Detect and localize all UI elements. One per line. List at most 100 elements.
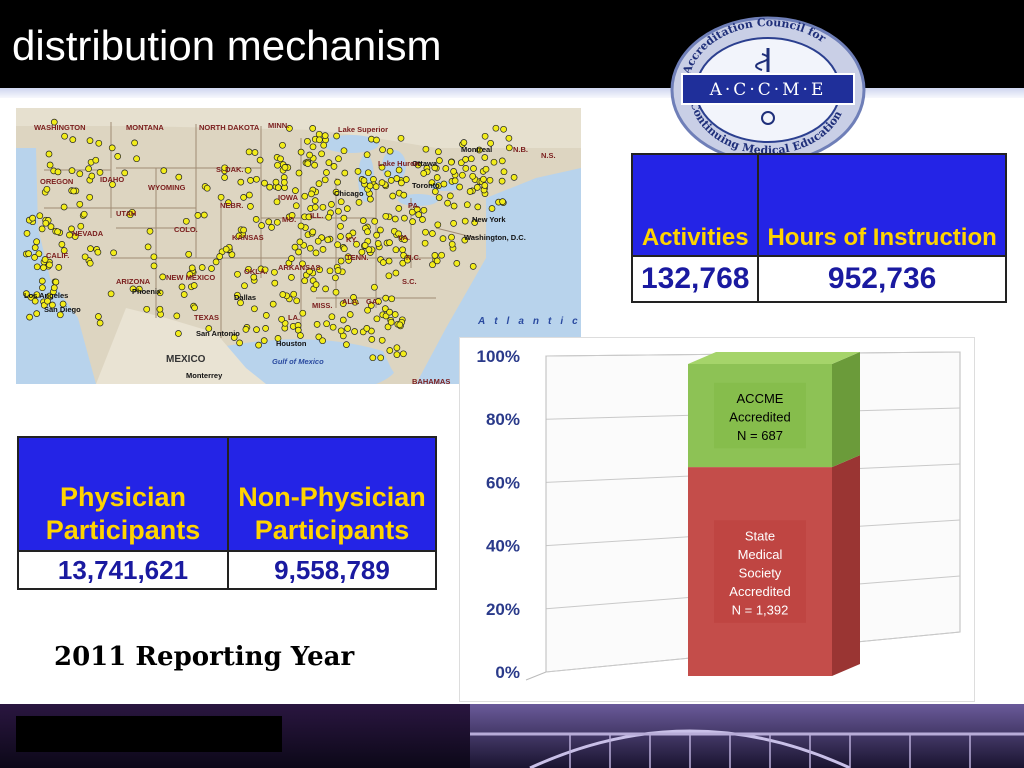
y-tick-label: 60% — [486, 473, 520, 492]
map-label: N.S. — [541, 151, 556, 160]
activity-dot — [241, 282, 248, 290]
activity-dot — [31, 297, 39, 305]
activity-dot — [76, 200, 84, 208]
activity-dot — [230, 334, 238, 341]
activity-dot — [500, 168, 508, 176]
activity-dot — [382, 212, 390, 220]
activity-dot — [400, 191, 408, 199]
activity-dot — [256, 156, 264, 164]
bar-top-face — [688, 352, 860, 364]
bar-data-label: N = 1,392 — [732, 602, 789, 617]
activity-dot — [395, 230, 402, 238]
activity-dot — [33, 238, 40, 246]
title-bar: distribution mechanism — [0, 0, 1024, 98]
activity-dot — [160, 167, 168, 174]
activity-dot — [387, 177, 395, 184]
activity-dot — [333, 132, 340, 140]
activity-dot — [293, 297, 301, 305]
activity-dot — [66, 231, 73, 239]
activity-dot — [86, 259, 94, 267]
activity-dot — [344, 253, 352, 261]
activity-dot — [428, 179, 436, 186]
activity-dot — [269, 300, 277, 308]
activity-dot — [364, 306, 371, 314]
activity-dot — [236, 339, 243, 347]
activity-dot — [440, 180, 448, 188]
map-label: S.C. — [402, 277, 417, 286]
activity-dot — [438, 251, 445, 259]
activity-dot — [237, 178, 245, 186]
activity-dot — [54, 228, 61, 236]
activity-dot — [312, 281, 320, 288]
activity-dot — [59, 300, 67, 308]
activity-dot — [369, 354, 377, 362]
activity-dot — [388, 295, 396, 303]
activity-dot — [434, 221, 442, 229]
activity-dot — [58, 241, 66, 248]
map-label: ALA. — [342, 297, 360, 306]
activity-dot — [60, 247, 68, 254]
activity-dot — [339, 300, 347, 307]
activity-dot — [281, 164, 289, 171]
reporting-year-label: 2011 Reporting Year — [54, 642, 355, 672]
activity-dot — [234, 291, 241, 299]
map-label: TENN. — [346, 253, 369, 262]
activity-dot — [361, 242, 369, 249]
activity-dot — [31, 244, 39, 251]
map-label: Atlantic — [477, 316, 581, 327]
activity-dot — [345, 232, 353, 240]
activity-dot — [377, 354, 385, 362]
activity-dot — [85, 165, 92, 173]
activity-dot — [217, 193, 225, 201]
activity-dot — [274, 335, 282, 342]
activities-header: Activities — [630, 153, 760, 257]
activity-dot — [96, 169, 104, 176]
map-label: COLO. — [174, 225, 198, 234]
activity-dot — [343, 341, 350, 348]
map-label: Washington, D.C. — [464, 233, 526, 242]
activity-dot — [182, 217, 190, 225]
activity-dot — [325, 213, 333, 221]
activity-dot — [296, 238, 304, 246]
activity-dot — [150, 253, 158, 261]
activity-dot — [487, 139, 494, 147]
activity-dot — [306, 244, 314, 252]
activity-dot — [323, 169, 330, 176]
activity-dot — [364, 228, 371, 236]
activity-dot — [320, 141, 328, 149]
map-label: BAHAMAS — [412, 377, 450, 384]
activity-dot — [311, 197, 319, 204]
activity-dot — [459, 171, 466, 179]
activity-dot — [450, 220, 457, 227]
activity-dot — [414, 161, 422, 169]
activity-dot — [371, 283, 378, 291]
activity-dot — [76, 170, 84, 178]
activity-dot — [335, 155, 342, 163]
map-label: New York — [472, 215, 506, 224]
activity-dot — [150, 262, 158, 270]
activity-dot — [340, 245, 348, 253]
activity-dot — [222, 245, 230, 253]
activity-dot — [337, 198, 345, 206]
activity-dot — [260, 337, 268, 344]
activity-dot — [334, 241, 341, 249]
activity-dot — [475, 146, 483, 154]
activity-dot — [245, 148, 253, 156]
activity-dot — [107, 290, 115, 298]
activities-table: Activities Hours of Instruction 132,768 … — [630, 153, 1007, 303]
activity-dot — [33, 291, 41, 299]
activity-dot — [368, 336, 376, 343]
map-label: San Antonio — [196, 329, 240, 338]
activity-dot — [292, 202, 300, 210]
activity-dot — [50, 118, 58, 126]
activity-dot — [346, 311, 354, 318]
activity-dot — [395, 166, 403, 174]
hours-value: 952,736 — [757, 255, 1007, 303]
activity-dot — [453, 260, 461, 267]
map-label: IDAHO — [100, 175, 124, 184]
activity-dot — [420, 170, 428, 177]
map-label: Lake Huron — [378, 159, 420, 168]
activity-dot — [38, 225, 46, 233]
activity-dot — [185, 250, 193, 258]
slide-title: distribution mechanism — [12, 22, 442, 69]
